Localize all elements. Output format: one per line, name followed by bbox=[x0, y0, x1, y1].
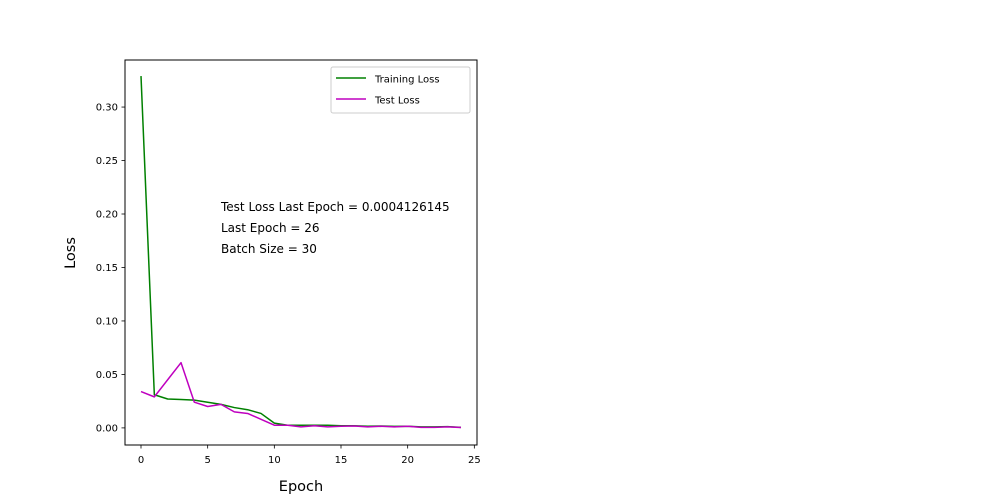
y-tick-label: 0.25 bbox=[96, 156, 118, 167]
y-tick-label: 0.15 bbox=[96, 263, 118, 274]
x-tick-label: 25 bbox=[468, 455, 481, 466]
annotation-line-3: Batch Size = 30 bbox=[221, 242, 317, 256]
legend-label-test-loss: Test Loss bbox=[374, 96, 420, 107]
y-tick-label: 0.10 bbox=[96, 316, 118, 327]
x-axis-title: Epoch bbox=[279, 479, 323, 495]
y-tick-label: 0.00 bbox=[96, 423, 118, 434]
annotation-line-1: Test Loss Last Epoch = 0.0004126145 bbox=[220, 200, 450, 214]
ticks-layer: 0 5 10 15 20 25 0.00 0.05 0.10 0.15 0.20 0.25 0.30 bbox=[96, 103, 481, 466]
x-tick-label: 10 bbox=[268, 455, 281, 466]
legend-label-training-loss: Training Loss bbox=[374, 75, 440, 86]
y-axis-title: Loss bbox=[63, 237, 79, 269]
plot-area-frame bbox=[124, 59, 478, 446]
x-tick-label: 20 bbox=[401, 455, 414, 466]
x-tick-label: 0 bbox=[138, 455, 144, 466]
legend: Training Loss Test Loss bbox=[330, 66, 471, 114]
y-tick-label: 0.20 bbox=[96, 210, 118, 221]
series-line-test-loss bbox=[140, 361, 462, 429]
y-tick-label: 0.05 bbox=[96, 370, 118, 381]
x-tick-label: 15 bbox=[335, 455, 348, 466]
lines-layer bbox=[140, 76, 462, 429]
y-tick-label: 0.30 bbox=[96, 103, 118, 114]
annotation-line-2: Last Epoch = 26 bbox=[221, 221, 320, 235]
x-tick-label: 5 bbox=[204, 455, 210, 466]
